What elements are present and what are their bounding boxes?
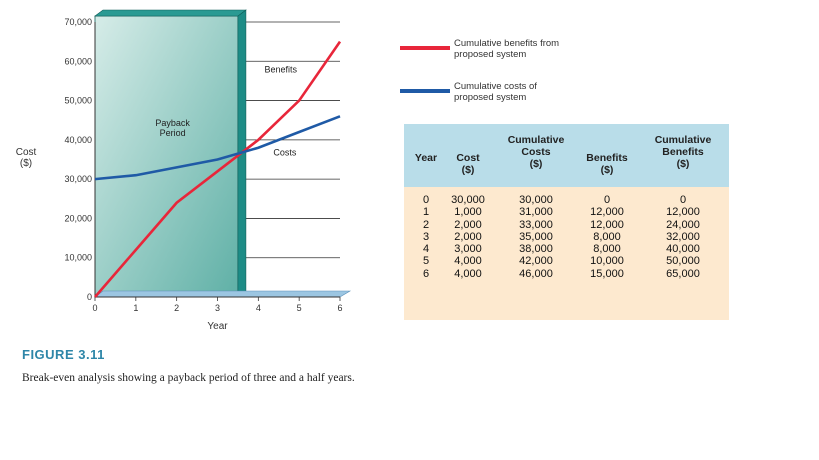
table-cell-benefits-3: 8,000: [593, 230, 621, 243]
table-cell-year-4: 4: [422, 243, 430, 256]
table-body-band: [404, 187, 729, 320]
legend-label-costs: Cumulative costs of proposed system: [454, 81, 537, 103]
y-tick-label-4: 40,000: [64, 135, 92, 145]
y-tick-label-3: 30,000: [64, 174, 92, 184]
table-cell-cost-6: 4,000: [454, 267, 482, 280]
table-header-band: [404, 124, 729, 187]
payback-region-top: [94, 9, 247, 17]
y-tick-label-6: 60,000: [64, 56, 92, 66]
x-tick-label-1: 1: [133, 303, 138, 313]
x-tick-label-5: 5: [297, 303, 302, 313]
x-tick-label-6: 6: [337, 303, 342, 313]
table-cell-benefits-5: 10,000: [590, 255, 624, 268]
payback-region-front: [94, 15, 239, 298]
costs-annotation: Costs: [273, 148, 297, 158]
y-tick-label-0: 0: [87, 292, 92, 302]
table-cell-benefits-1: 12,000: [590, 206, 624, 219]
x-tick-label-4: 4: [256, 303, 261, 313]
table-cell-cum_benefits-1: 12,000: [666, 206, 700, 219]
table-cell-year-5: 5: [422, 255, 430, 268]
break-even-chart: 0 10,000 20,000 30,000 40,000 50,000 60,000 70,…: [16, 9, 352, 332]
table-cell-cum_benefits-5: 50,000: [666, 255, 700, 268]
table-cell-cost-4: 3,000: [454, 243, 482, 256]
table-cell-cost-3: 2,000: [454, 230, 482, 243]
table-cell-cum_benefits-6: 65,000: [666, 267, 700, 280]
y-tick-label-5: 50,000: [64, 96, 92, 106]
figure-caption: Break-even analysis showing a payback pe…: [22, 372, 355, 384]
col-cost: 30,000 1,000 2,000 2,000 3,000 4,000 4,000: [444, 194, 492, 280]
table-cell-year-3: 3: [422, 230, 430, 243]
table-cell-cum_costs-6: 46,000: [519, 267, 553, 280]
table-cell-cum_benefits-2: 24,000: [666, 218, 700, 231]
table-cell-benefits-6: 15,000: [590, 267, 624, 280]
legend-swatch-benefits: [400, 46, 450, 50]
col-header-cum-costs: Cumulative Costs ($): [507, 134, 565, 170]
payback-period-label: Payback Period: [155, 118, 190, 138]
y-axis-title: Cost ($): [16, 147, 37, 169]
col-header-year: Year: [414, 152, 438, 164]
figure-label: FIGURE 3.11: [22, 347, 105, 362]
table-cell-year-6: 6: [422, 267, 430, 280]
benefits-annotation: Benefits: [265, 64, 298, 74]
y-tick-label-7: 70,000: [64, 17, 92, 27]
x-tick-label-0: 0: [92, 303, 97, 313]
table-cell-cost-2: 2,000: [454, 218, 482, 231]
col-cum-benefits: 0 12,000 24,000 32,000 40,000 50,000 65,000: [640, 194, 726, 280]
y-tick-label-2: 20,000: [64, 213, 92, 223]
table-cell-cum_benefits-0: 0: [679, 194, 687, 206]
table-cell-cum_costs-3: 35,000: [519, 230, 553, 243]
payback-table: Year Cost ($) Cumulative Costs ($) Benef…: [404, 124, 729, 320]
table-cell-cost-0: 30,000: [451, 194, 485, 206]
table-cell-cum_costs-5: 42,000: [519, 255, 553, 268]
table-cell-cost-1: 1,000: [454, 206, 482, 219]
x-tick-label-3: 3: [215, 303, 220, 313]
table-cell-cum_costs-4: 38,000: [519, 243, 553, 256]
table-cell-cum_costs-1: 31,000: [519, 206, 553, 219]
table-cell-year-2: 2: [422, 218, 430, 231]
col-header-cost: Cost ($): [456, 152, 480, 176]
x-axis-title: Year: [207, 321, 228, 332]
y-tick-label-1: 10,000: [64, 253, 92, 263]
col-header-cum-benefits: Cumulative Benefits ($): [654, 134, 712, 170]
x-tick-label-2: 2: [174, 303, 179, 313]
table-cell-cum_benefits-3: 32,000: [666, 230, 700, 243]
col-header-benefits: Benefits ($): [586, 152, 628, 176]
x-axis-floor: [94, 290, 352, 298]
table-cell-cost-5: 4,000: [454, 255, 482, 268]
col-cum-costs: 30,000 31,000 33,000 35,000 38,000 42,000 46,0…: [498, 194, 574, 280]
table-cell-cum_benefits-4: 40,000: [666, 243, 700, 256]
col-benefits: 0 12,000 12,000 8,000 8,000 10,000 15,000: [574, 194, 640, 280]
table-cell-cum_costs-2: 33,000: [519, 218, 553, 231]
legend-swatch-costs: [400, 89, 450, 93]
table-cell-year-1: 1: [422, 206, 430, 219]
table-cell-benefits-2: 12,000: [590, 218, 624, 231]
table-cell-year-0: 0: [422, 194, 430, 206]
legend-label-benefits: Cumulative benefits from proposed system: [454, 38, 560, 60]
table-cell-benefits-4: 8,000: [593, 243, 621, 256]
table-cell-cum_costs-0: 30,000: [519, 194, 553, 206]
table-cell-benefits-0: 0: [603, 194, 611, 206]
